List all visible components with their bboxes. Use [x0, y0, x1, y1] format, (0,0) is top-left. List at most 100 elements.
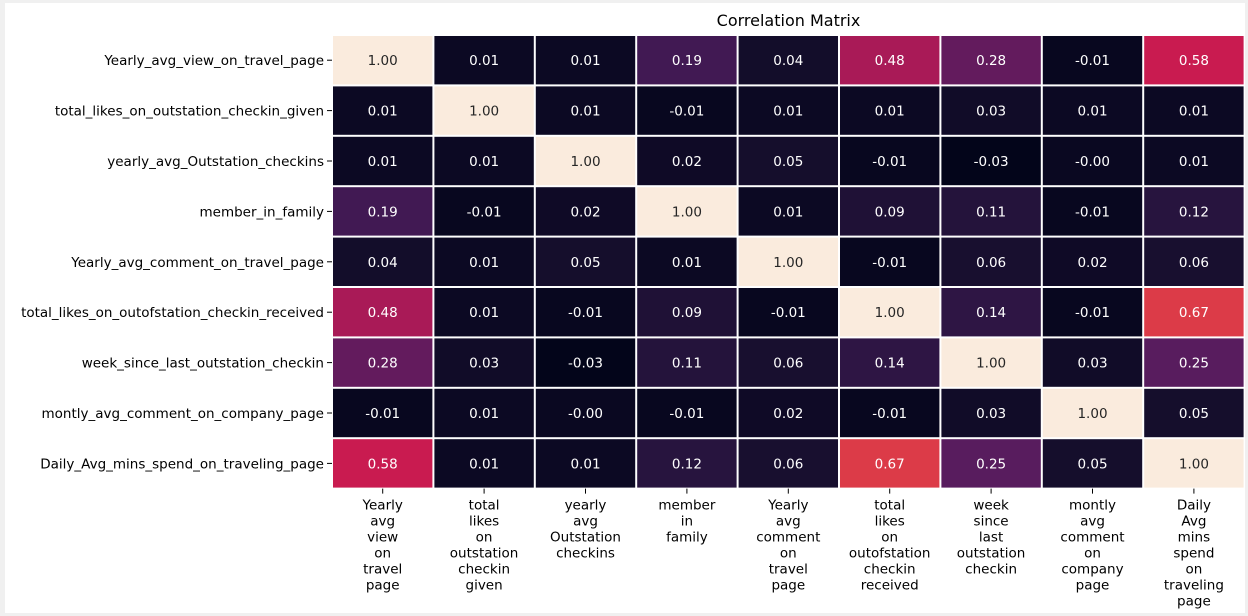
- column-label-line: Daily: [1177, 498, 1211, 514]
- column-label-line: comment: [756, 530, 820, 546]
- column-label-line: on: [881, 530, 898, 546]
- heatmap-cell: [1144, 388, 1244, 438]
- heatmap-cell: [1144, 187, 1244, 236]
- heatmap-cell: [738, 136, 838, 186]
- heatmap-cell: [840, 237, 940, 286]
- cell-value-label: 0.19: [368, 204, 398, 220]
- cell-value-label: -0.01: [872, 406, 907, 422]
- column-label: yearly avg Outstation checkins: [550, 498, 621, 562]
- heatmap-cell: [1144, 86, 1244, 135]
- column-label-line: traveling: [1164, 578, 1224, 594]
- cell-value-label: 0.28: [976, 53, 1006, 69]
- column-label-line: checkins: [556, 546, 615, 562]
- column-label-line: total: [874, 498, 905, 514]
- heatmap-cell: [941, 338, 1041, 387]
- row-label: total_likes_on_outofstation_checkin_rece…: [21, 305, 324, 321]
- heatmap-cell: [637, 187, 737, 236]
- heatmap-cell: [738, 338, 838, 387]
- heatmap-cell: [434, 439, 534, 488]
- heatmap-cell: [738, 86, 838, 135]
- cell-value-label: 0.05: [1179, 406, 1209, 422]
- heatmap-cells: 1.00 0.01 0.01 0.19 0.04 0.48 0.28 -0.01 0.58 0.0…: [333, 36, 1244, 488]
- cell-value-label: 0.06: [773, 356, 803, 372]
- cell-value-label: 0.03: [469, 356, 499, 372]
- heatmap-cell: [434, 288, 534, 337]
- cell-value-label: 0.06: [773, 456, 803, 472]
- column-label-line: received: [861, 578, 919, 594]
- heatmap-cell: [941, 288, 1041, 337]
- cell-value-label: 0.09: [875, 204, 905, 220]
- heatmap-cell: [434, 388, 534, 438]
- cell-value-label: 1.00: [976, 356, 1006, 372]
- heatmap-cell: [840, 439, 940, 488]
- cell-value-label: -0.01: [872, 154, 907, 170]
- heatmap-cell: [738, 187, 838, 236]
- cell-value-label: -0.01: [467, 204, 502, 220]
- column-label-line: last: [979, 530, 1003, 546]
- cell-value-label: 0.06: [976, 255, 1006, 271]
- heatmap-cell: [738, 237, 838, 286]
- heatmap-cell: [1144, 36, 1244, 85]
- heatmap-cell: [333, 187, 433, 236]
- chart-title: Correlation Matrix: [717, 11, 861, 30]
- column-label-line: outofstation: [849, 546, 931, 562]
- cell-value-label: 0.01: [469, 406, 499, 422]
- cell-value-label: 0.14: [875, 356, 905, 372]
- cell-value-label: 0.01: [773, 204, 803, 220]
- column-label-line: checkin: [458, 562, 510, 578]
- heatmap-cell: [840, 338, 940, 387]
- cell-value-label: 0.58: [368, 456, 398, 472]
- heatmap-cell: [535, 36, 636, 85]
- heatmap-cell: [840, 36, 940, 85]
- column-label-line: spend: [1173, 546, 1214, 562]
- column-label-line: page: [366, 578, 400, 594]
- heatmap-cell: [1144, 288, 1244, 337]
- heatmap-cell: [637, 439, 737, 488]
- cell-value-label: 0.02: [672, 154, 702, 170]
- column-label-line: page: [1076, 578, 1110, 594]
- cell-value-label: 0.01: [1179, 154, 1209, 170]
- heatmap-cell: [840, 187, 940, 236]
- heatmap-cell: [840, 288, 940, 337]
- heatmap-cell: [333, 36, 433, 85]
- column-label-line: on: [1185, 562, 1202, 578]
- column-label-line: week: [973, 498, 1009, 514]
- cell-value-label: 1.00: [368, 53, 398, 69]
- heatmap-cell: [941, 136, 1041, 186]
- column-label-line: page: [771, 578, 805, 594]
- column-label-line: in: [681, 514, 693, 530]
- cell-value-label: 0.25: [1179, 356, 1209, 372]
- heatmap-cell: [434, 86, 534, 135]
- cell-value-label: -0.01: [568, 305, 603, 321]
- column-label-line: outstation: [957, 546, 1026, 562]
- column-label-line: Avg: [1181, 514, 1206, 530]
- heatmap-cell: [637, 86, 737, 135]
- column-label-line: avg: [776, 514, 801, 530]
- cell-value-label: 0.03: [1077, 356, 1107, 372]
- cell-value-label: 0.01: [469, 456, 499, 472]
- heatmap-cell: [738, 288, 838, 337]
- cell-value-label: 0.05: [773, 154, 803, 170]
- cell-value-label: 0.48: [368, 305, 398, 321]
- column-label-line: on: [476, 530, 493, 546]
- heatmap-cell: [941, 237, 1041, 286]
- row-label: week_since_last_outstation_checkin: [82, 356, 324, 372]
- cell-value-label: 0.67: [1179, 305, 1209, 321]
- column-label-line: checkin: [965, 562, 1017, 578]
- cell-value-label: -0.01: [669, 406, 704, 422]
- heatmap-cell: [941, 187, 1041, 236]
- heatmap-cell: [840, 86, 940, 135]
- heatmap-cell: [941, 388, 1041, 438]
- heatmap-cell: [738, 439, 838, 488]
- cell-value-label: 0.04: [368, 255, 398, 271]
- heatmap-cell: [333, 136, 433, 186]
- cell-value-label: -0.01: [872, 255, 907, 271]
- column-label-line: likes: [469, 514, 499, 530]
- column-label-line: since: [974, 514, 1009, 530]
- cell-value-label: 0.01: [469, 154, 499, 170]
- column-label-line: outstation: [450, 546, 519, 562]
- cell-value-label: -0.00: [1075, 154, 1110, 170]
- column-label-line: avg: [573, 514, 598, 530]
- cell-value-label: -0.01: [1075, 53, 1110, 69]
- cell-value-label: 0.01: [469, 53, 499, 69]
